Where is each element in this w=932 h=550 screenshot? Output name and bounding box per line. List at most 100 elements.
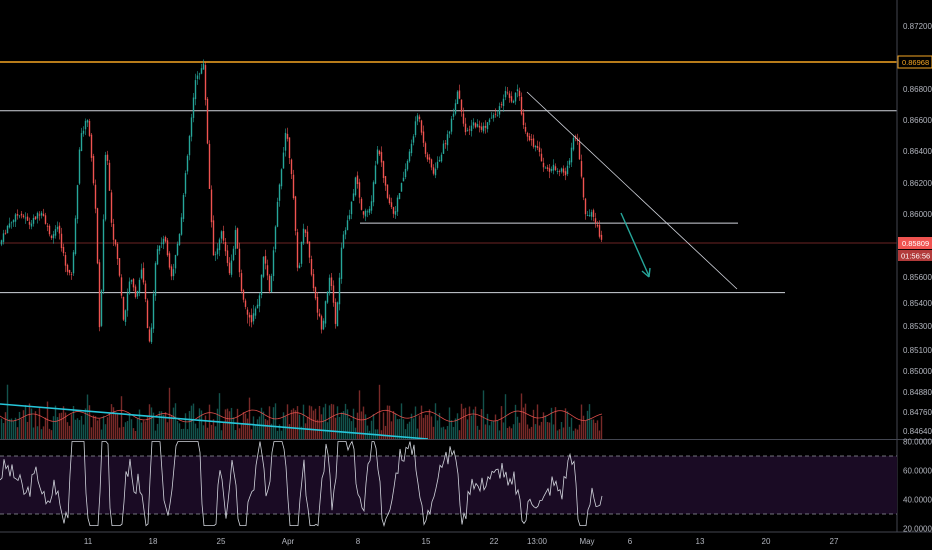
candle-down xyxy=(242,290,245,300)
volume-bar xyxy=(518,422,521,439)
volume-bar xyxy=(12,421,15,439)
candle-down xyxy=(312,274,315,289)
volume-bar xyxy=(548,422,551,439)
volume-bar xyxy=(462,408,465,439)
candle-down xyxy=(46,225,49,227)
candle-up xyxy=(434,168,437,176)
volume-bar xyxy=(436,420,439,439)
volume-bar xyxy=(562,427,565,439)
time-axis[interactable]: 11 18 25 Apr 8 15 22 13:00 May 6 13 20 27 xyxy=(84,537,839,546)
candle-down xyxy=(582,177,585,198)
volume-bar xyxy=(580,404,583,439)
candle-up xyxy=(406,160,409,170)
candle-up xyxy=(498,106,501,115)
candle-up xyxy=(402,177,405,182)
volume-bar xyxy=(392,411,395,439)
candle-down xyxy=(166,240,169,256)
candle-down xyxy=(548,168,551,172)
candle-up xyxy=(2,233,5,242)
volume-bar xyxy=(112,407,115,439)
candle-down xyxy=(422,131,425,143)
candle-up xyxy=(502,98,505,107)
time-tick-label: 8 xyxy=(356,537,361,546)
volume-bar xyxy=(238,428,241,439)
volume-bar xyxy=(480,409,483,439)
candle-down xyxy=(468,129,471,131)
volume-bar xyxy=(404,429,407,439)
candle-up xyxy=(162,238,165,245)
candle-down xyxy=(594,218,597,223)
volume-bar xyxy=(438,412,441,439)
candle-down xyxy=(226,250,229,263)
candle-down xyxy=(536,145,539,148)
drawings[interactable] xyxy=(0,91,738,440)
candle-down xyxy=(240,273,243,292)
volume-bar xyxy=(278,424,281,439)
candle-up xyxy=(412,136,415,143)
volume-bar xyxy=(264,418,267,439)
volume-bar xyxy=(414,406,417,439)
candle-down xyxy=(66,264,69,272)
volume-bar xyxy=(304,423,307,439)
candle-up xyxy=(568,160,571,165)
candle-up xyxy=(150,327,153,343)
volume-bar xyxy=(30,408,33,439)
volume-bar xyxy=(512,424,515,439)
volume-bar xyxy=(402,419,405,439)
price-tick-label: 0.84880 xyxy=(903,388,932,397)
volume-bar xyxy=(588,404,591,439)
volume-bar xyxy=(198,408,201,439)
volume-bar xyxy=(160,411,163,439)
resistance-price-label: 0.86968 xyxy=(902,58,929,67)
volume-bar xyxy=(342,411,345,439)
candle-down xyxy=(426,154,429,160)
candle-up xyxy=(104,154,107,220)
candle-down xyxy=(330,277,333,287)
candle-down xyxy=(294,196,297,231)
candle-up xyxy=(408,151,411,162)
candle-down xyxy=(306,231,309,244)
volume-bar xyxy=(288,424,291,439)
candle-up xyxy=(370,201,373,211)
volume-bar xyxy=(358,390,361,439)
candle-down xyxy=(4,232,7,234)
volume-bar xyxy=(356,412,359,439)
candle-up xyxy=(454,103,457,114)
candle-down xyxy=(98,262,101,328)
candle-up xyxy=(342,234,345,248)
candle-down xyxy=(112,224,115,240)
candle-down xyxy=(114,239,117,245)
candle-up xyxy=(544,167,547,169)
volume-bar xyxy=(60,412,63,439)
rsi-tick-label: 20.0000 xyxy=(903,525,932,534)
candle-down xyxy=(68,269,71,273)
volume-bar xyxy=(500,406,503,439)
volume-bar xyxy=(306,417,309,439)
volume-bar xyxy=(84,408,87,439)
candle-up xyxy=(368,208,371,213)
candle-down xyxy=(146,300,149,328)
candle-down xyxy=(212,220,215,256)
volume-bar xyxy=(484,424,487,439)
rsi-axis[interactable]: 80.0000 60.0000 40.0000 20.0000 xyxy=(903,438,932,534)
volume-bar xyxy=(66,422,69,439)
candle-down xyxy=(228,262,231,274)
candle-down xyxy=(238,248,241,273)
volume-bar xyxy=(472,409,475,439)
volume-bar xyxy=(92,415,95,439)
candle-up xyxy=(472,122,475,126)
candle-up xyxy=(252,313,255,322)
candle-down xyxy=(132,279,135,288)
price-axis[interactable]: 0.87200 0.86800 0.86600 0.86400 0.86200 0.860… xyxy=(903,22,932,436)
volume-bar xyxy=(192,403,195,439)
horizontal-levels[interactable] xyxy=(0,61,897,294)
volume-bar xyxy=(330,403,333,439)
candle-down xyxy=(38,214,41,216)
volume-bar xyxy=(456,413,459,439)
candle-up xyxy=(364,210,367,217)
candle-down xyxy=(424,143,427,154)
candle-down xyxy=(360,198,363,210)
volume-bar xyxy=(200,410,203,439)
candle-down xyxy=(356,175,359,184)
